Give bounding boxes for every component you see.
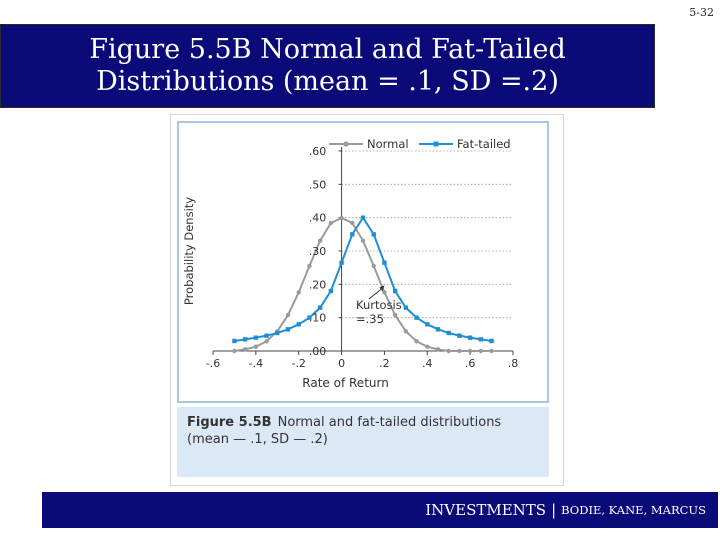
normal-point bbox=[264, 339, 269, 344]
fat-tailed-point bbox=[467, 335, 473, 340]
slide-title: Figure 5.5B Normal and Fat-Tailed Distri… bbox=[0, 24, 655, 108]
normal-point bbox=[446, 348, 451, 354]
normal-point bbox=[339, 215, 344, 221]
fat-tailed-point bbox=[275, 330, 280, 336]
figure-image: -.6 -.4 -.2 0 .2 .4 .6 .8 .00 .10 .20 .30 .40 .50 .60 R… bbox=[170, 114, 564, 486]
title-line-1: Figure 5.5B Normal and Fat-Tailed bbox=[89, 34, 566, 65]
footer-bar: INVESTMENTS | BODIE, KANE, MARCUS bbox=[42, 492, 718, 528]
fat-tailed-point bbox=[285, 327, 291, 332]
x-tick-label: .6 bbox=[465, 357, 476, 370]
fat-tailed-point bbox=[253, 335, 259, 340]
fat-tailed-point bbox=[296, 322, 301, 327]
footer-separator: | bbox=[551, 501, 557, 519]
grid-lines bbox=[341, 150, 513, 319]
x-tick-label: -.4 bbox=[249, 357, 263, 370]
fat-tailed-point bbox=[350, 232, 355, 237]
normal-point bbox=[371, 263, 376, 269]
x-tick-label: -.6 bbox=[206, 357, 220, 370]
normal-point bbox=[403, 329, 409, 334]
x-tick-label: 0 bbox=[338, 357, 345, 370]
normal-point bbox=[457, 348, 462, 354]
footer-authors: BODIE, KANE, MARCUS bbox=[561, 503, 706, 517]
normal-point bbox=[467, 348, 473, 354]
annotation-kurtosis: Kurtosis bbox=[356, 298, 402, 312]
normal-point bbox=[382, 290, 387, 295]
figure-caption: Figure 5.5B Normal and fat-tailed distrib… bbox=[177, 407, 549, 477]
y-tick-label: .60 bbox=[309, 145, 327, 158]
slide-number: 5-32 bbox=[689, 6, 714, 19]
fat-tailed-point bbox=[425, 322, 430, 327]
normal-point bbox=[425, 344, 430, 349]
legend-label-normal: Normal bbox=[367, 137, 409, 151]
y-tick-label: .00 bbox=[309, 345, 327, 358]
tick-labels: -.6 -.4 -.2 0 .2 .4 .6 .8 .00 .10 .20 .30 .40 .50 .60 R… bbox=[182, 145, 518, 390]
normal-point bbox=[360, 238, 366, 243]
legend-marker-fat-tailed bbox=[433, 141, 439, 147]
normal-point bbox=[414, 339, 419, 344]
normal-point bbox=[435, 347, 441, 352]
fat-tailed-point bbox=[478, 337, 484, 342]
fat-tailed-point bbox=[232, 338, 237, 344]
fat-tailed-point bbox=[435, 327, 441, 332]
normal-point bbox=[307, 263, 312, 269]
normal-point bbox=[328, 220, 334, 226]
legend-label-fat-tailed: Fat-tailed bbox=[457, 137, 511, 151]
caption-subtext: (mean — .1, SD — .2) bbox=[187, 432, 328, 447]
normal-point bbox=[253, 344, 259, 349]
normal-point bbox=[285, 312, 291, 318]
fat-tailed-point bbox=[489, 338, 494, 344]
normal-point bbox=[242, 347, 248, 352]
annotation-arrowhead bbox=[379, 285, 385, 292]
fat-tailed-point bbox=[360, 215, 366, 220]
fat-tailed-point bbox=[446, 330, 451, 336]
y-tick-label: .40 bbox=[309, 212, 327, 225]
y-axis-label: Probability Density bbox=[182, 197, 196, 305]
distribution-chart: -.6 -.4 -.2 0 .2 .4 .6 .8 .00 .10 .20 .30 .40 .50 .60 R… bbox=[182, 137, 518, 390]
fat-tailed-point bbox=[414, 315, 419, 320]
annotation: Kurtosis=.35 bbox=[356, 285, 402, 326]
axes bbox=[212, 147, 514, 355]
caption-label: Figure 5.5B bbox=[187, 415, 272, 430]
normal-point bbox=[296, 290, 301, 295]
normal-point bbox=[489, 348, 494, 354]
x-tick-label: -.2 bbox=[291, 357, 305, 370]
normal-point bbox=[317, 238, 323, 243]
x-axis-label: Rate of Return bbox=[302, 376, 389, 390]
normal-point bbox=[392, 312, 398, 318]
fat-tailed-point bbox=[307, 315, 312, 320]
fat-tailed-point bbox=[264, 333, 269, 338]
normal-point bbox=[478, 348, 484, 354]
fat-tailed-point bbox=[371, 232, 376, 237]
series-markers bbox=[232, 215, 494, 354]
fat-tailed-point bbox=[339, 260, 344, 265]
title-line-2: Distributions (mean = .1, SD =.2) bbox=[96, 66, 559, 97]
fat-tailed-point bbox=[392, 288, 398, 294]
y-tick-label: .50 bbox=[309, 178, 327, 191]
y-tick-label: .30 bbox=[309, 245, 327, 258]
fat-tailed-point bbox=[317, 305, 323, 310]
x-tick-label: .2 bbox=[379, 357, 390, 370]
normal-point bbox=[232, 348, 237, 354]
fat-tailed-point bbox=[328, 288, 334, 294]
fat-tailed-point bbox=[403, 305, 409, 310]
caption-text: Normal and fat-tailed distributions bbox=[277, 415, 502, 430]
normal-point bbox=[350, 220, 355, 226]
x-tick-label: .8 bbox=[508, 357, 519, 370]
fat-tailed-point bbox=[242, 337, 248, 342]
x-tick-label: .4 bbox=[422, 357, 433, 370]
fat-tailed-point bbox=[457, 333, 462, 338]
fat-tailed-point bbox=[382, 260, 387, 265]
legend-marker-normal bbox=[343, 141, 349, 147]
y-tick-label: .20 bbox=[309, 278, 327, 291]
annotation-value: =.35 bbox=[356, 312, 384, 326]
legend: Normal Fat-tailed bbox=[329, 137, 511, 151]
plot-area: -.6 -.4 -.2 0 .2 .4 .6 .8 .00 .10 .20 .30 .40 .50 .60 R… bbox=[177, 121, 549, 403]
footer-title: INVESTMENTS bbox=[425, 501, 547, 519]
y-tick-label: .10 bbox=[309, 312, 327, 325]
